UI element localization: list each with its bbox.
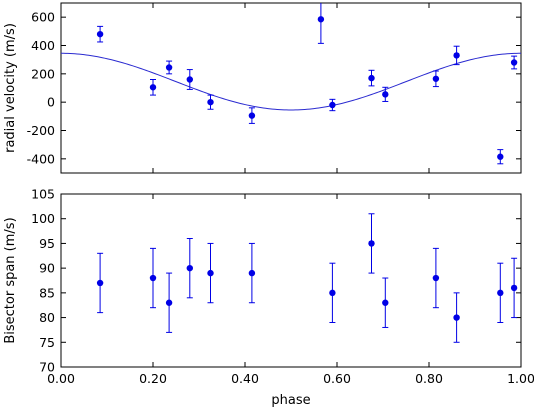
data-point bbox=[317, 16, 325, 23]
data-point bbox=[149, 274, 157, 282]
y-tick-label: 90 bbox=[39, 261, 55, 276]
y-tick-label: -200 bbox=[27, 123, 55, 138]
y-tick-label: 70 bbox=[39, 360, 55, 375]
y-tick-label: -400 bbox=[27, 151, 55, 166]
plot-frame bbox=[60, 193, 522, 368]
rv-panel: -400 -200 0 200 400 600 radial velocity (m/s) bbox=[3, 2, 522, 174]
y-tick-label: 85 bbox=[39, 285, 55, 300]
data-point bbox=[165, 64, 173, 71]
y-axis-title: Bisector span (m/s) bbox=[3, 217, 18, 343]
bisector-panel: 70 75 80 85 90 95 100 105 0.00 0.20 0.40 0.60 0.80 1.… bbox=[3, 187, 534, 409]
plot-frame bbox=[60, 2, 522, 174]
data-point bbox=[497, 153, 504, 160]
data-point bbox=[96, 279, 104, 287]
data-point bbox=[432, 75, 440, 82]
y-tick-label: 400 bbox=[31, 38, 55, 53]
y-tick-label: 80 bbox=[39, 310, 55, 325]
x-tick-label: 0.60 bbox=[323, 371, 351, 386]
data-point bbox=[186, 76, 193, 83]
data-point bbox=[432, 274, 440, 282]
x-tick-label: 0.00 bbox=[47, 371, 75, 386]
data-point bbox=[329, 289, 336, 297]
data-point bbox=[453, 314, 460, 321]
data-point bbox=[510, 284, 518, 292]
x-axis-title: phase bbox=[271, 393, 310, 408]
data-point bbox=[368, 240, 375, 247]
y-tick-label: 75 bbox=[39, 335, 55, 350]
y-tick-label: 100 bbox=[31, 211, 55, 226]
data-point bbox=[186, 264, 193, 272]
data-point bbox=[382, 299, 389, 306]
x-tick-label: 1.00 bbox=[507, 371, 534, 386]
data-point bbox=[248, 269, 256, 277]
data-point bbox=[149, 84, 157, 91]
data-point bbox=[497, 289, 504, 297]
data-point bbox=[453, 52, 460, 59]
data-point bbox=[510, 59, 518, 66]
data-point bbox=[165, 299, 173, 306]
x-tick-label: 0.20 bbox=[139, 371, 167, 386]
data-point bbox=[207, 98, 214, 106]
y-axis-title: radial velocity (m/s) bbox=[3, 23, 18, 153]
error-bar bbox=[317, 3, 324, 44]
y-tick-label: 0 bbox=[47, 95, 55, 110]
x-tick-label: 0.80 bbox=[415, 371, 443, 386]
data-point bbox=[207, 269, 214, 277]
y-tick-label: 200 bbox=[31, 66, 55, 81]
y-tick-label: 105 bbox=[31, 187, 55, 202]
data-point bbox=[248, 112, 256, 119]
data-point bbox=[382, 91, 389, 98]
y-tick-label: 95 bbox=[39, 236, 55, 251]
y-tick-label: 600 bbox=[31, 10, 55, 25]
data-point bbox=[96, 30, 104, 38]
data-point bbox=[329, 101, 336, 109]
model-curve bbox=[61, 52, 521, 111]
data-point bbox=[368, 74, 375, 82]
x-tick-label: 0.40 bbox=[231, 371, 259, 386]
